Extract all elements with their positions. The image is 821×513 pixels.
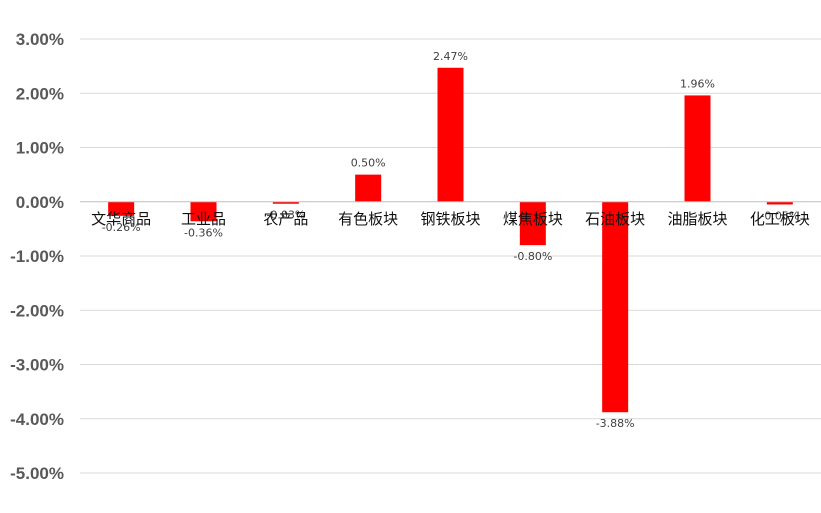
- bar: [108, 201, 135, 216]
- data-label: -0.03%: [266, 208, 305, 221]
- category-label: 煤焦板块: [503, 210, 563, 228]
- category-labels: 文华商品 工业品 农产品 有色板块 钢铁板块 煤焦板块 石油板块 油脂板块 化工板块: [91, 210, 810, 228]
- bar: [437, 67, 464, 202]
- data-label: -0.26%: [102, 221, 141, 234]
- y-tick-label: 0.00%: [16, 193, 64, 212]
- bar: [684, 95, 711, 202]
- y-tick-label: 2.00%: [16, 84, 64, 103]
- category-label: 有色板块: [338, 210, 398, 228]
- y-tick-label: 1.00%: [16, 139, 64, 158]
- data-labels: -0.26% -0.36% -0.03% 0.50% 2.47% -0.80% -3.88%…: [102, 50, 800, 430]
- bar: [602, 201, 629, 413]
- y-tick-label: -2.00%: [10, 301, 64, 320]
- y-tick-label: -3.00%: [10, 356, 64, 375]
- data-label: -0.80%: [513, 250, 552, 263]
- y-tick-label: -5.00%: [10, 464, 64, 483]
- data-label: -3.88%: [596, 417, 635, 430]
- category-label: 文华商品: [91, 210, 151, 228]
- category-label: 油脂板块: [667, 210, 727, 228]
- bar: [190, 201, 217, 222]
- data-label: -0.05%: [760, 209, 799, 222]
- data-label: -0.36%: [184, 226, 223, 239]
- category-label: 石油板块: [585, 210, 645, 228]
- y-tick-label: -1.00%: [10, 247, 64, 266]
- bar: [519, 201, 546, 246]
- bar: [766, 201, 793, 205]
- bar: [272, 201, 299, 204]
- bar: [355, 174, 382, 202]
- data-label: 2.47%: [433, 50, 468, 63]
- data-label: 1.96%: [680, 77, 715, 90]
- y-tick-label: 3.00%: [16, 30, 64, 49]
- category-label: 化工板块: [750, 210, 810, 228]
- category-label: 钢铁板块: [420, 210, 480, 228]
- y-tick-label: -4.00%: [10, 410, 64, 429]
- category-label: 农产品: [263, 210, 308, 228]
- y-axis-ticks: 3.00% 2.00% 1.00% 0.00% -1.00% -2.00% -3.00% -4…: [10, 30, 64, 483]
- category-label: 工业品: [181, 210, 226, 228]
- bars: [108, 67, 793, 413]
- data-label: 0.50%: [351, 157, 386, 170]
